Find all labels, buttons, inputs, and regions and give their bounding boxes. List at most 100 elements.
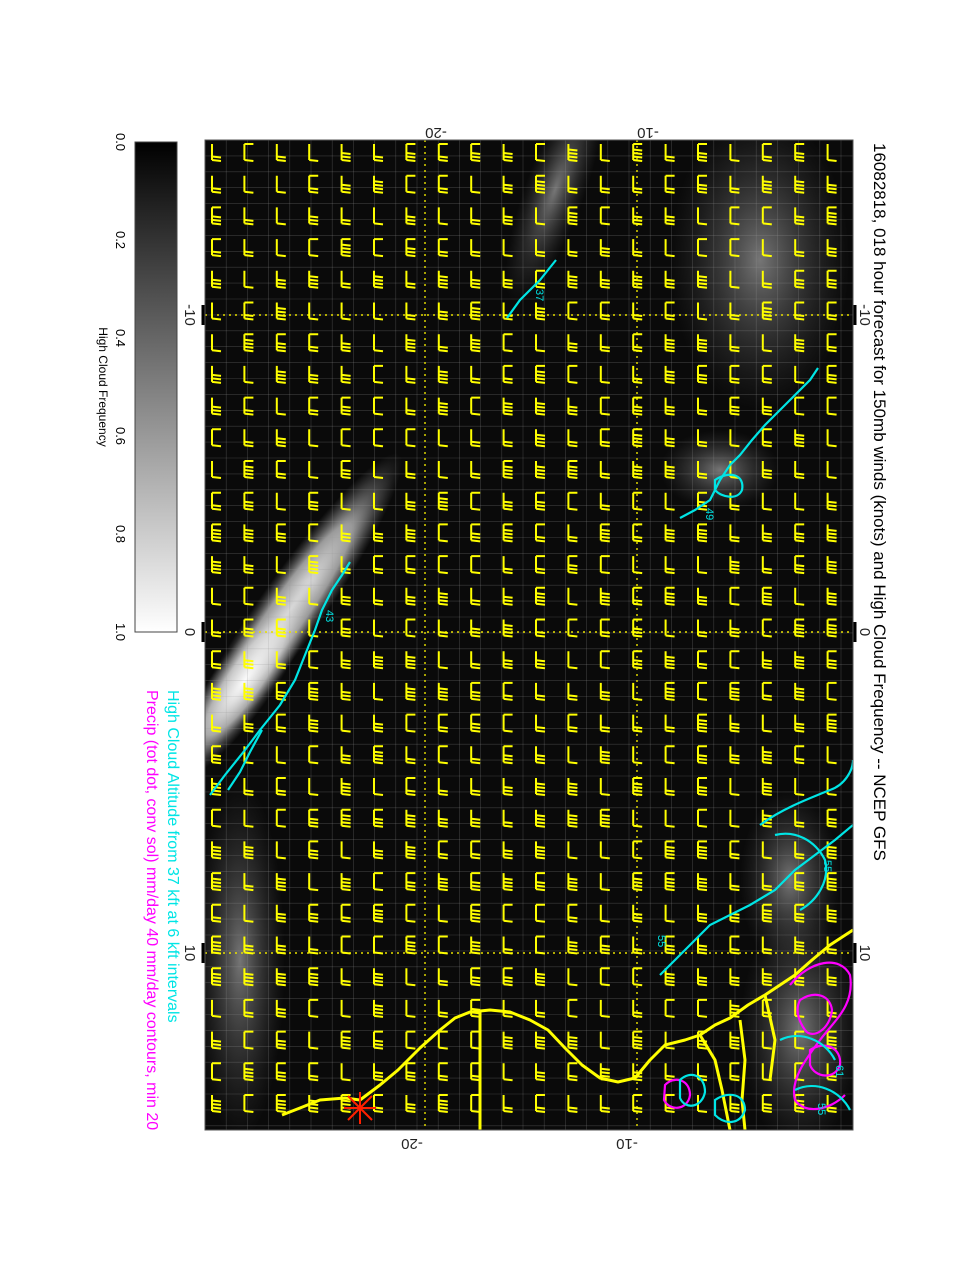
contour-label: 37 xyxy=(533,289,545,301)
wind-barb xyxy=(632,333,643,353)
wind-barb xyxy=(794,778,805,796)
wind-barb xyxy=(373,903,384,923)
wind-barb xyxy=(761,681,772,701)
wind-barb xyxy=(535,841,546,860)
wind-barb xyxy=(275,999,286,1018)
wind-barb xyxy=(664,365,675,384)
wind-barb xyxy=(567,746,578,765)
wind-barb xyxy=(211,556,222,575)
wind-barb xyxy=(632,143,643,162)
wind-barb xyxy=(729,270,740,289)
wind-barb xyxy=(211,1031,222,1050)
wind-barb xyxy=(664,872,675,892)
wind-barb xyxy=(664,461,675,479)
wind-barb xyxy=(664,809,675,828)
wind-barb xyxy=(664,397,675,416)
wind-barb xyxy=(470,746,481,765)
wind-barb xyxy=(275,429,286,448)
wind-barb xyxy=(340,873,351,892)
wind-barb xyxy=(697,207,708,226)
wind-barb xyxy=(761,206,772,226)
wind-barb xyxy=(275,904,286,923)
wind-barb xyxy=(729,429,740,448)
wind-barb xyxy=(211,841,222,860)
wind-barb xyxy=(664,651,675,670)
wind-barb xyxy=(502,619,513,638)
wind-barb xyxy=(664,714,675,733)
wind-barb xyxy=(502,587,513,606)
wind-barb xyxy=(567,524,578,543)
wind-barb xyxy=(535,651,546,670)
wind-barb xyxy=(502,903,513,923)
wind-barb xyxy=(437,302,448,321)
contour-label: 49 xyxy=(703,508,715,520)
wind-barb xyxy=(340,396,351,416)
wind-barb xyxy=(567,397,578,416)
wind-barb xyxy=(632,207,643,226)
wind-barb xyxy=(275,587,286,606)
wind-barb xyxy=(405,587,416,606)
wind-barb xyxy=(211,175,222,194)
wind-barb xyxy=(470,523,481,543)
wind-barb xyxy=(664,334,675,353)
wind-barb xyxy=(599,301,610,321)
wind-barb xyxy=(373,999,384,1018)
wind-barb xyxy=(373,428,384,448)
wind-barb xyxy=(761,968,772,987)
wind-barb xyxy=(794,555,805,575)
wind-barb xyxy=(437,682,448,701)
wind-barb xyxy=(761,1094,772,1113)
wind-barb xyxy=(567,1031,578,1050)
wind-barb xyxy=(437,651,448,670)
wind-barb xyxy=(535,714,546,733)
wind-barb xyxy=(826,429,837,448)
wind-barb xyxy=(664,524,675,543)
wind-barb xyxy=(535,143,546,162)
wind-barb xyxy=(211,935,222,955)
wind-barb xyxy=(826,841,837,860)
wind-barb xyxy=(211,682,222,701)
wind-barb xyxy=(632,936,643,955)
wind-barb xyxy=(275,365,286,384)
map-frame xyxy=(204,139,854,1131)
wind-barb xyxy=(567,206,578,226)
wind-barb xyxy=(729,556,740,575)
wind-barb xyxy=(826,681,837,701)
colorbar-tick: 0.4 xyxy=(113,329,128,347)
wind-barb xyxy=(373,270,384,289)
wind-barb xyxy=(470,270,481,289)
wind-barb xyxy=(405,1062,416,1082)
wind-barb xyxy=(632,302,643,321)
wind-barb xyxy=(502,841,513,860)
wind-barb xyxy=(373,935,384,955)
wind-barb xyxy=(567,460,578,479)
wind-barb xyxy=(308,681,319,701)
wind-barb xyxy=(340,682,351,701)
wind-barb xyxy=(243,270,254,289)
wind-barb xyxy=(308,174,319,194)
left-tick-label: 0 xyxy=(181,628,198,636)
wind-barb xyxy=(340,144,351,162)
wind-barb xyxy=(275,681,286,701)
wind-barb xyxy=(373,714,384,733)
top-tick-label: -10 xyxy=(637,124,659,141)
wind-barb xyxy=(405,428,416,448)
wind-barb xyxy=(826,904,837,923)
colorbar-tick: 0.0 xyxy=(113,133,128,151)
wind-barb xyxy=(437,397,448,416)
wind-barb xyxy=(243,143,254,162)
wind-barb xyxy=(794,523,805,543)
wind-barb xyxy=(697,873,708,892)
wind-barb xyxy=(502,809,513,828)
wind-barb xyxy=(502,1095,513,1113)
wind-barb xyxy=(826,492,837,511)
wind-barb xyxy=(470,872,481,892)
wind-barb xyxy=(405,1030,416,1050)
wind-barb xyxy=(599,1095,610,1113)
wind-barb xyxy=(761,1063,772,1082)
wind-barb xyxy=(826,746,837,765)
wind-barb xyxy=(437,1094,448,1113)
wind-barb xyxy=(826,936,837,955)
wind-barb xyxy=(729,681,740,701)
wind-barb xyxy=(211,714,222,733)
